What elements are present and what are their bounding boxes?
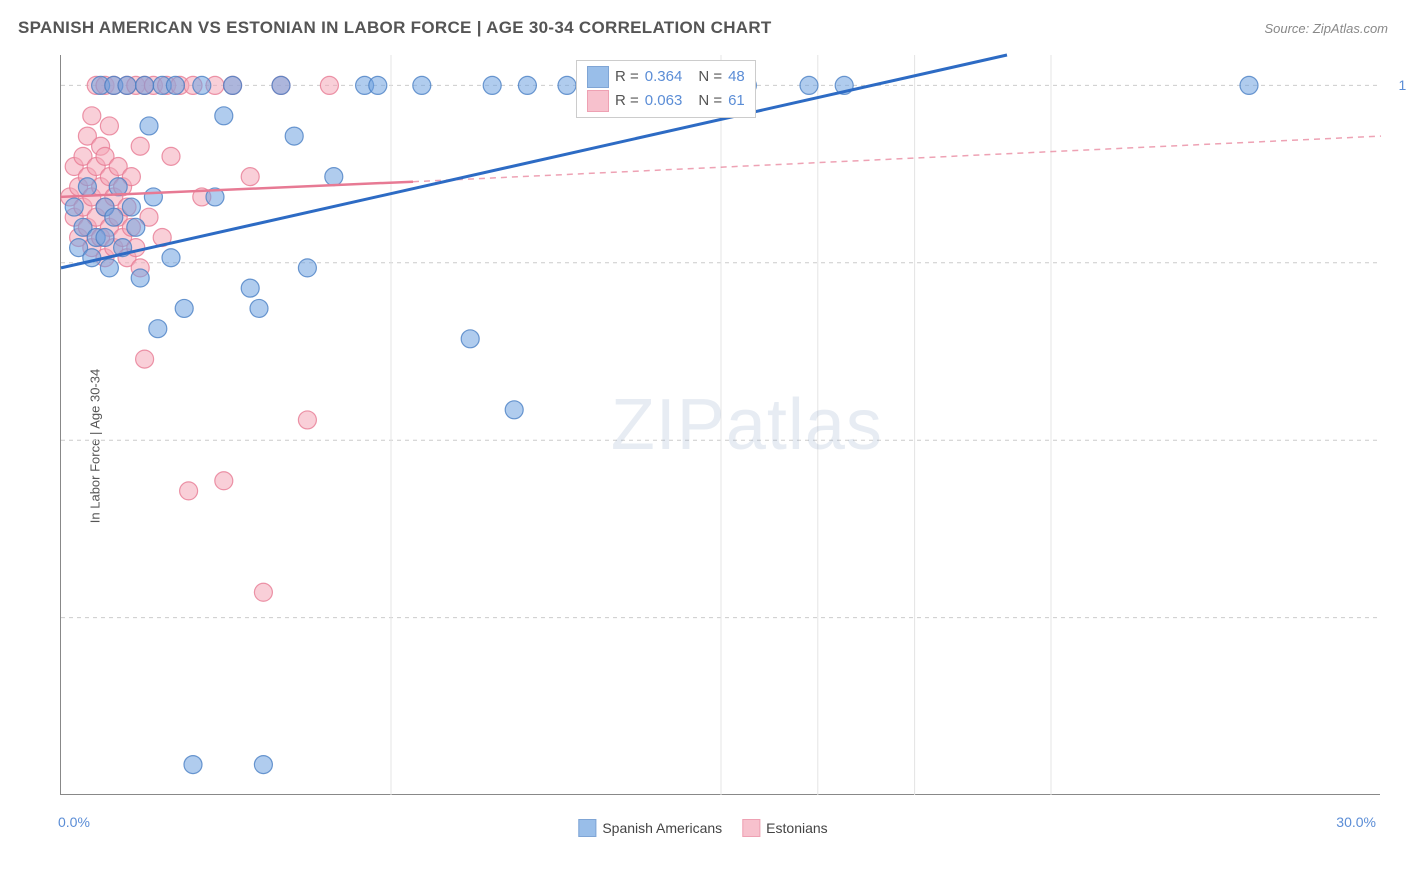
header: SPANISH AMERICAN VS ESTONIAN IN LABOR FO… [18,18,1388,38]
chart-area: R = 0.364 N = 48 R = 0.063 N = 61 ZIPatl… [60,55,1380,795]
r-prefix: R = [615,89,639,113]
r-value-estonian: 0.063 [645,89,683,113]
r-value-spanish: 0.364 [645,65,683,89]
swatch-spanish [587,66,609,88]
legend-label-estonian: Estonians [766,820,827,836]
legend-label-spanish: Spanish Americans [602,820,722,836]
n-value-spanish: 48 [728,65,745,89]
swatch-estonian [587,90,609,112]
source-label: Source: ZipAtlas.com [1264,21,1388,36]
x-tick-min: 0.0% [58,814,90,830]
legend-item-spanish: Spanish Americans [578,819,722,837]
n-value-estonian: 61 [728,89,745,113]
legend-series: Spanish Americans Estonians [578,819,827,837]
y-tick-label: 100.0% [1399,77,1406,93]
n-prefix: N = [698,65,722,89]
chart-title: SPANISH AMERICAN VS ESTONIAN IN LABOR FO… [18,18,772,38]
swatch-estonian-icon [742,819,760,837]
n-prefix: N = [698,89,722,113]
r-prefix: R = [615,65,639,89]
legend-stats-row-spanish: R = 0.364 N = 48 [587,65,745,89]
legend-stats: R = 0.364 N = 48 R = 0.063 N = 61 [576,60,756,118]
scatter-plot [61,55,1380,794]
x-tick-max: 30.0% [1336,814,1376,830]
legend-stats-row-estonian: R = 0.063 N = 61 [587,89,745,113]
swatch-spanish-icon [578,819,596,837]
legend-item-estonian: Estonians [742,819,827,837]
